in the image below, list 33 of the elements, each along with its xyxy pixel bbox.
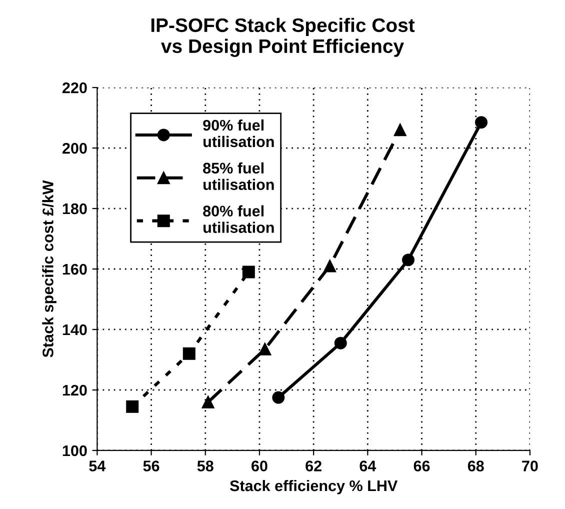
x-axis-title: Stack efficiency % LHV [230,480,398,494]
point [402,254,414,266]
y-tick-label: 160 [62,264,87,275]
x-tick-label: 62 [306,460,322,472]
point [334,336,347,350]
point [242,266,255,278]
legend-label: 80% fuel utilisation [203,205,274,233]
chart-title: IP-SOFC Stack Specific Cost vs Design Point Efficiency [151,18,415,57]
x-tick-label: 60 [252,460,268,472]
point [258,342,272,356]
point [475,116,488,129]
x-tick-label: 64 [360,460,376,472]
y-tick-label: 220 [62,82,87,94]
point [202,396,214,408]
x-tick-label: 66 [414,460,430,472]
x-tick-label: 56 [143,460,160,472]
legend-label: 90% fuel utilisation [203,119,274,148]
point [272,391,285,404]
y-tick-label: 180 [62,203,87,214]
y-tick-label: 100 [62,445,87,456]
point [394,124,406,136]
x-tick-label: 70 [522,460,538,472]
x-tick-label: 54 [89,460,106,472]
legend-label: 85% fuel utilisation [203,162,274,190]
y-tick-label: 120 [62,384,87,396]
point [126,400,139,413]
y-axis-title: Stack specific cost £/kW [42,180,56,358]
point [182,347,196,360]
x-tick-label: 58 [197,460,214,472]
x-tick-label: 68 [468,460,484,472]
y-tick-label: 200 [62,142,87,154]
point [324,260,336,272]
y-tick-label: 140 [62,324,87,336]
